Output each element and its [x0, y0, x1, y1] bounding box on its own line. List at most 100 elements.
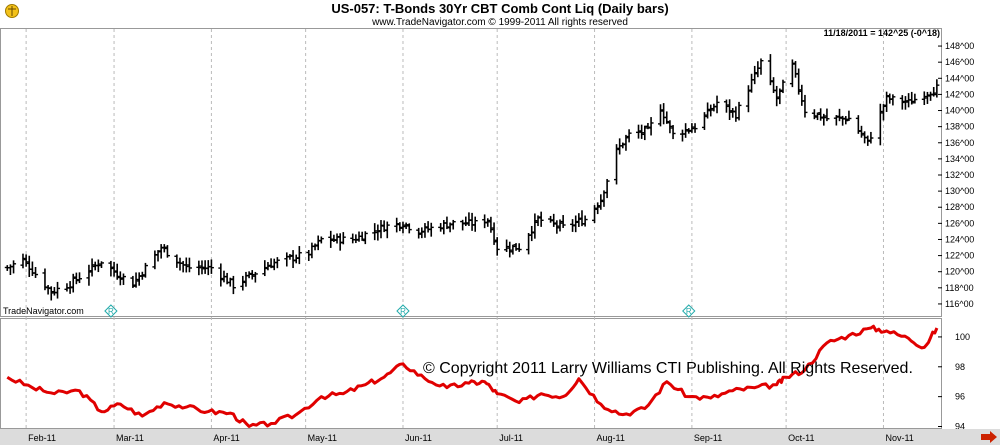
x-tick-label: Nov-11 — [885, 433, 913, 443]
price-bar — [516, 243, 522, 252]
price-bar — [557, 219, 563, 232]
price-bar — [865, 135, 871, 146]
time-axis-strip — [0, 429, 1000, 445]
price-bar — [114, 263, 120, 280]
price-panel-frame — [0, 28, 942, 317]
price-bar — [33, 267, 39, 278]
event-marker-icon[interactable]: R — [104, 304, 118, 318]
price-bar — [120, 273, 126, 285]
price-bar — [240, 275, 246, 291]
price-bar — [86, 264, 92, 286]
price-bar — [287, 254, 293, 260]
y-tick-label: 142^00 — [945, 89, 974, 99]
chart-title: US-057: T-Bonds 30Yr CBT Comb Cont Liq (… — [331, 1, 668, 16]
price-bar — [133, 272, 139, 288]
price-bar — [576, 213, 582, 227]
x-tick-label: Jun-11 — [405, 433, 432, 443]
price-bar — [780, 79, 786, 94]
price-bars — [4, 54, 940, 301]
price-bar — [868, 131, 874, 144]
price-bar — [689, 123, 695, 133]
price-bar — [598, 194, 604, 210]
price-bar — [912, 93, 918, 104]
y-tick-label: 128^00 — [945, 202, 974, 212]
y-tick-label: 122^00 — [945, 251, 974, 261]
price-bar — [789, 59, 795, 88]
price-bar — [340, 232, 346, 245]
y-tick-label: 124^00 — [945, 234, 974, 244]
price-bar — [400, 221, 406, 234]
price-bar — [815, 112, 821, 121]
scroll-right-arrow-icon[interactable] — [978, 431, 998, 443]
marker-diamond — [396, 304, 410, 318]
price-axis: 116^00 118^00 120^00 122^00 124^00 126^00 128^… — [938, 41, 974, 309]
price-bar — [639, 124, 645, 139]
indicator-line — [6, 324, 939, 428]
price-bar — [155, 250, 161, 262]
x-tick-label: Sep-11 — [694, 433, 722, 443]
x-tick-label: Apr-11 — [213, 433, 239, 443]
price-bar — [11, 260, 17, 274]
price-bar — [701, 112, 707, 130]
price-bar — [858, 125, 864, 138]
price-readout: 11/18/2011 = 142^25 (-0^18) — [824, 28, 940, 38]
price-bar — [714, 95, 720, 114]
price-bar — [532, 213, 538, 239]
price-bar — [931, 87, 937, 97]
price-bar — [560, 215, 566, 228]
price-bar — [268, 258, 274, 269]
price-bar — [573, 215, 579, 233]
scale-logo-icon — [5, 4, 19, 18]
price-bar — [909, 91, 915, 105]
price-bar — [510, 244, 516, 255]
y-tick-label: 118^00 — [945, 283, 974, 293]
y-tick-label: 116^00 — [945, 299, 974, 309]
y-tick-label: 136^00 — [945, 138, 974, 148]
price-bar — [117, 271, 123, 286]
brand-label: TradeNavigator.com — [3, 306, 84, 316]
marker-label: R — [686, 307, 692, 316]
price-bar — [274, 257, 280, 269]
price-bar — [648, 117, 654, 136]
y-tick-label: 130^00 — [945, 186, 974, 196]
price-bar — [846, 110, 852, 121]
price-bar — [554, 220, 560, 234]
price-bar — [604, 178, 610, 199]
price-bar — [463, 216, 469, 227]
price-bar — [686, 128, 692, 134]
indicator-panel-frame — [0, 318, 942, 429]
grid-layer — [25, 29, 884, 428]
price-bar — [723, 99, 729, 113]
copyright-notice: © Copyright 2011 Larry Williams CTI Publ… — [423, 360, 913, 377]
price-bar — [614, 144, 620, 185]
price-bar — [328, 230, 334, 248]
price-bar — [372, 223, 378, 241]
price-bar — [359, 231, 365, 241]
price-bar — [899, 95, 905, 110]
price-bar — [683, 123, 689, 138]
y-tick-label: 132^00 — [945, 170, 974, 180]
event-marker-icon[interactable]: R — [396, 304, 410, 318]
price-bar — [796, 68, 802, 95]
time-axis: Feb-11 Mar-11 Apr-11 May-11 Jun-11 Jul-11 Aug-… — [28, 433, 914, 443]
price-bar — [142, 262, 148, 278]
price-bar — [428, 222, 434, 237]
price-bar — [77, 272, 83, 284]
x-tick-label: Mar-11 — [116, 433, 144, 443]
price-bar — [296, 246, 302, 265]
event-marker-icon[interactable]: R — [682, 304, 696, 318]
y-tick-label: 134^00 — [945, 154, 974, 164]
price-bar — [623, 134, 629, 151]
indicator-tick-label: 98 — [955, 362, 965, 372]
price-bar — [98, 261, 104, 269]
marker-label: R — [400, 307, 406, 316]
indicator-axis: 94 96 98 100 — [938, 332, 970, 432]
price-bar — [183, 257, 189, 273]
price-bar — [833, 115, 839, 126]
price-bar — [592, 205, 598, 224]
price-bar — [551, 213, 557, 227]
price-bar — [582, 215, 588, 227]
